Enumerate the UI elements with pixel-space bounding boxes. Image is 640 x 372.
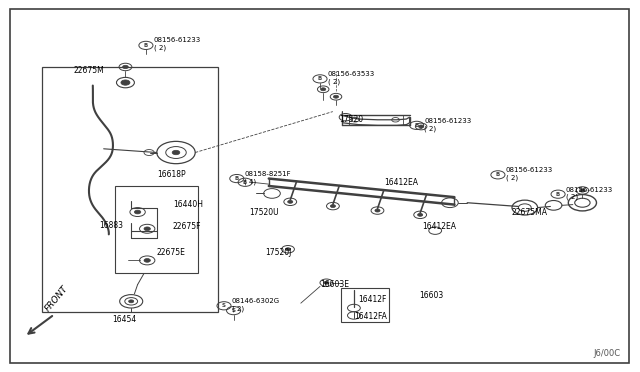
- Text: 08156-61233: 08156-61233: [424, 118, 472, 124]
- Text: ( 2): ( 2): [424, 125, 436, 132]
- Text: ( 2): ( 2): [506, 174, 518, 181]
- Bar: [341, 288, 389, 322]
- Circle shape: [129, 300, 134, 303]
- Text: 16603E: 16603E: [320, 280, 349, 289]
- Circle shape: [321, 88, 326, 91]
- Text: B: B: [318, 76, 322, 81]
- Text: ( 2): ( 2): [232, 305, 244, 312]
- Text: 08156-61233: 08156-61233: [566, 187, 613, 193]
- Bar: [115, 186, 198, 273]
- Text: 16412EA: 16412EA: [422, 222, 456, 231]
- Text: 08156-61233: 08156-61233: [154, 37, 201, 43]
- Circle shape: [375, 209, 380, 212]
- Text: ( 2): ( 2): [154, 44, 166, 51]
- Text: 22675E: 22675E: [157, 248, 186, 257]
- Text: 16412FA: 16412FA: [354, 312, 387, 321]
- Circle shape: [324, 281, 329, 284]
- Circle shape: [580, 189, 585, 192]
- Text: 08156-63533: 08156-63533: [328, 71, 375, 77]
- Text: FRONT: FRONT: [44, 285, 70, 314]
- Text: ( 2): ( 2): [566, 194, 578, 201]
- Circle shape: [134, 210, 141, 214]
- Text: 17520J: 17520J: [266, 248, 292, 257]
- Text: 08146-6302G: 08146-6302G: [232, 298, 280, 304]
- Circle shape: [287, 200, 292, 203]
- Circle shape: [285, 248, 291, 251]
- Text: 08156-61233: 08156-61233: [506, 167, 553, 173]
- Text: B: B: [556, 192, 560, 197]
- Text: 22675M: 22675M: [74, 66, 104, 75]
- Text: 16440H: 16440H: [173, 200, 203, 209]
- Text: 08158-8251F: 08158-8251F: [244, 171, 291, 177]
- Circle shape: [333, 95, 339, 98]
- Text: B: B: [243, 180, 247, 185]
- Text: 16454: 16454: [112, 315, 136, 324]
- Circle shape: [419, 125, 424, 128]
- Circle shape: [144, 259, 150, 262]
- Text: S: S: [232, 308, 236, 313]
- Text: 16603: 16603: [419, 291, 444, 300]
- Text: 22675MA: 22675MA: [512, 208, 548, 217]
- Text: J6/00C: J6/00C: [594, 349, 621, 358]
- Circle shape: [417, 214, 423, 217]
- Circle shape: [123, 65, 128, 68]
- Text: ( 2): ( 2): [328, 78, 340, 85]
- Text: B: B: [496, 172, 500, 177]
- Text: S: S: [222, 303, 226, 308]
- Text: 16412F: 16412F: [358, 295, 387, 304]
- Circle shape: [172, 150, 180, 155]
- Circle shape: [330, 205, 335, 208]
- Circle shape: [144, 227, 150, 231]
- Text: 16412EA: 16412EA: [384, 178, 418, 187]
- Text: 17520: 17520: [339, 115, 364, 124]
- Text: B: B: [144, 43, 148, 48]
- Bar: [42, 67, 218, 312]
- Text: 22675F: 22675F: [173, 222, 202, 231]
- Text: B: B: [235, 176, 239, 181]
- Text: 17520U: 17520U: [250, 208, 279, 217]
- Text: 16618P: 16618P: [157, 170, 186, 179]
- Text: ( 4): ( 4): [244, 178, 257, 185]
- Text: 16883: 16883: [99, 221, 123, 230]
- Text: B: B: [415, 123, 419, 128]
- Circle shape: [121, 80, 130, 85]
